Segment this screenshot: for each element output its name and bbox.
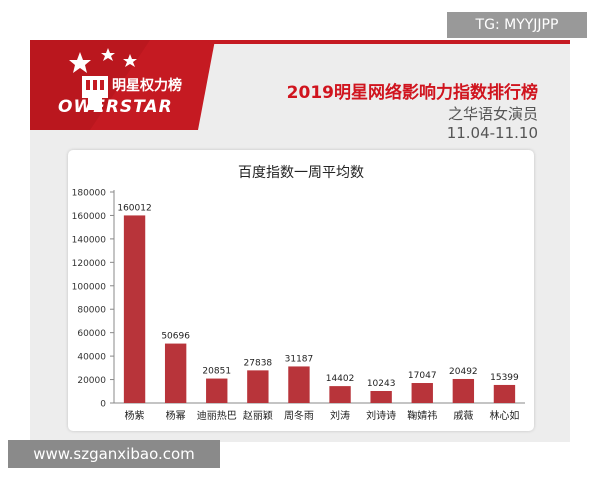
data-label: 160012 xyxy=(117,203,151,213)
y-tick-label: 180000 xyxy=(72,189,107,199)
powerstar-logo xyxy=(30,40,215,130)
x-tick-label: 戚薇 xyxy=(453,410,473,422)
brand-bar xyxy=(30,40,570,44)
y-tick-label: 120000 xyxy=(72,259,107,269)
data-label: 17047 xyxy=(408,371,437,381)
bar xyxy=(288,366,310,403)
y-tick-label: 20000 xyxy=(77,376,106,386)
watermark-url: www.szganxibao.com xyxy=(8,440,220,468)
header-date-range: 11.04-11.10 xyxy=(446,124,538,142)
data-label: 14402 xyxy=(326,374,355,384)
x-tick-label: 杨幂 xyxy=(166,409,186,422)
chart-title: 百度指数一周平均数 xyxy=(238,165,364,181)
bar xyxy=(164,343,187,403)
y-tick-label: 40000 xyxy=(77,353,106,363)
y-tick-label: 100000 xyxy=(72,282,107,292)
x-tick-label: 刘诗诗 xyxy=(366,409,396,422)
data-label: 15399 xyxy=(490,373,519,383)
y-tick-label: 0 xyxy=(100,400,106,410)
data-label: 50696 xyxy=(161,332,190,342)
watermark-top-right: TG: MYYJJPP xyxy=(447,12,587,38)
y-tick-label: 140000 xyxy=(72,235,107,245)
bar xyxy=(247,370,269,403)
bar xyxy=(411,383,433,403)
header-subtitle: 之华语女演员 xyxy=(447,105,538,123)
data-label: 10243 xyxy=(367,379,396,389)
data-label: 20851 xyxy=(202,367,231,377)
bar xyxy=(452,378,475,403)
bar xyxy=(206,378,228,403)
header-title: 2019明星网络影响力指数排行榜 xyxy=(286,83,538,103)
x-tick-label: 赵丽颖 xyxy=(243,409,273,422)
bar xyxy=(493,384,516,403)
y-tick-label: 80000 xyxy=(77,306,106,316)
x-tick-label: 刘涛 xyxy=(330,409,350,422)
logo-subtext: OWERSTAR xyxy=(58,97,173,117)
data-label: 31187 xyxy=(285,354,314,364)
x-tick-label: 周冬雨 xyxy=(284,409,314,422)
x-tick-label: 迪丽热巴 xyxy=(197,409,237,422)
bar xyxy=(123,215,146,403)
bar xyxy=(329,386,351,403)
x-tick-label: 鞠婧祎 xyxy=(407,409,437,422)
bar xyxy=(370,390,392,403)
y-tick-label: 60000 xyxy=(77,329,106,339)
logo-text: 明星权力榜 xyxy=(112,78,182,94)
data-label: 20492 xyxy=(449,367,478,377)
x-tick-label: 林心如 xyxy=(489,409,519,422)
x-tick-label: 杨紫 xyxy=(125,409,145,422)
y-tick-label: 160000 xyxy=(72,212,107,222)
data-label: 27838 xyxy=(244,358,273,368)
